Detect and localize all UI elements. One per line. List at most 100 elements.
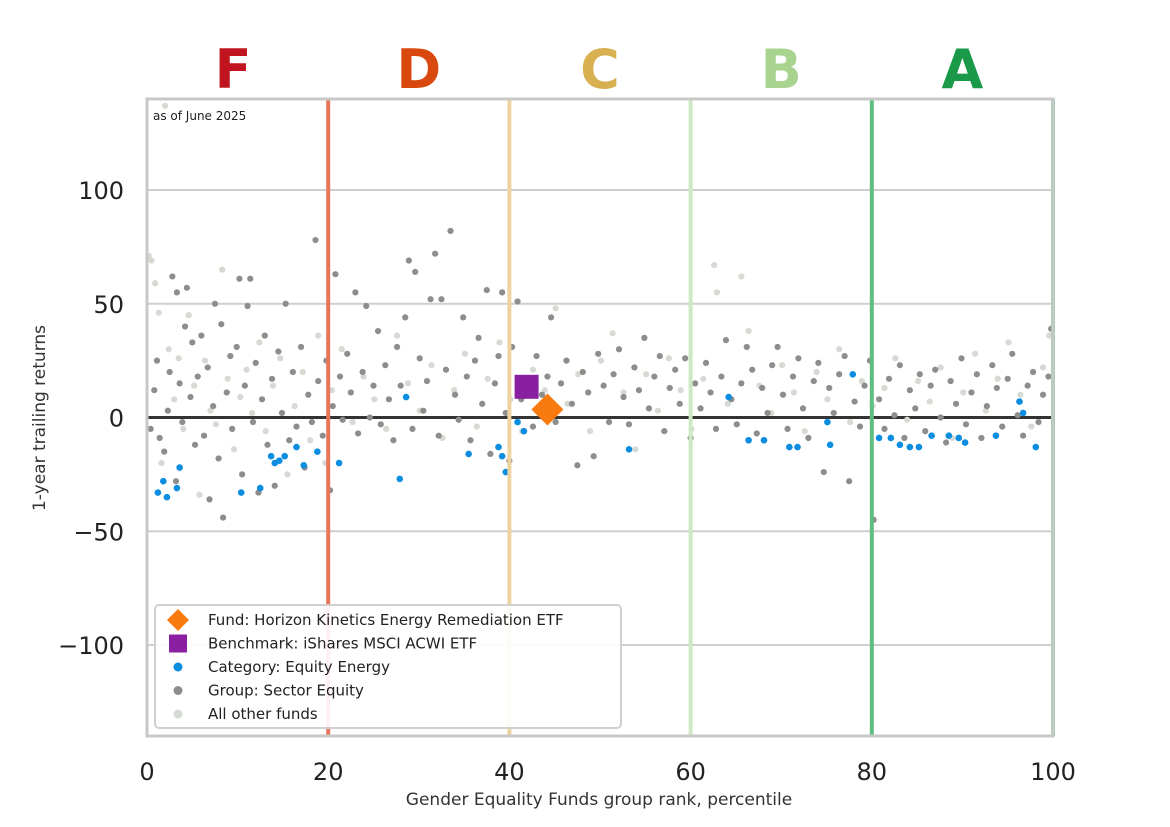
group-point-54 <box>312 236 319 244</box>
legend-marker-fund <box>167 609 189 631</box>
group-point-167 <box>820 469 827 476</box>
all-other-funds-point-58 <box>620 389 627 396</box>
x-tick-label-60: 60 <box>675 758 706 786</box>
group-point-174 <box>856 423 864 430</box>
group-point-67 <box>359 368 366 376</box>
group-point-172 <box>846 478 853 485</box>
group-point-110 <box>529 423 537 430</box>
group-point-56 <box>319 432 326 439</box>
group-point-142 <box>692 380 699 387</box>
group-point-66 <box>354 430 362 437</box>
group-point-70 <box>370 382 377 389</box>
group-point-36 <box>249 418 257 426</box>
group-point-190 <box>937 414 944 421</box>
group-point-63 <box>344 350 351 357</box>
group-point-128 <box>620 393 627 401</box>
all-other-funds-point-18 <box>230 446 238 453</box>
group-point-75 <box>390 437 397 444</box>
all-other-funds-point-70 <box>745 327 752 335</box>
group-point-185 <box>912 405 919 412</box>
category-point-10 <box>281 452 289 460</box>
group-point-182 <box>896 362 903 369</box>
all-other-funds-point-41 <box>428 362 435 369</box>
group-point-146 <box>712 425 720 432</box>
all-other-funds-point-95 <box>1028 423 1035 430</box>
group-point-55 <box>315 378 322 385</box>
group-point-129 <box>625 421 633 428</box>
category-point-19 <box>498 452 506 460</box>
group-point-24 <box>215 455 222 462</box>
group-point-173 <box>851 398 858 405</box>
group-point-77 <box>397 382 404 389</box>
group-point-8 <box>172 478 180 485</box>
all-other-funds-point-5 <box>162 102 169 109</box>
all-other-funds-point-62 <box>665 355 672 362</box>
group-point-179 <box>881 425 888 432</box>
category-point-18 <box>495 443 502 451</box>
all-other-funds-point-66 <box>711 261 718 269</box>
category-point-7 <box>267 452 275 460</box>
group-point-89 <box>442 366 450 373</box>
group-point-44 <box>275 348 282 355</box>
group-point-135 <box>656 352 663 360</box>
category-point-42 <box>1016 398 1023 405</box>
group-point-30 <box>233 343 240 351</box>
x-axis-label: Gender Equality Funds group rank, percen… <box>406 790 792 810</box>
all-other-funds-point-4 <box>158 459 165 467</box>
group-point-161 <box>789 373 797 380</box>
group-point-204 <box>1009 350 1016 357</box>
all-other-funds-point-83 <box>892 355 899 362</box>
all-other-funds-point-39 <box>404 380 412 387</box>
group-point-124 <box>600 382 607 389</box>
all-other-funds-point-55 <box>586 428 594 435</box>
group-point-64 <box>347 389 354 396</box>
group-point-175 <box>861 382 868 389</box>
all-other-funds-point-67 <box>713 289 720 296</box>
group-point-94 <box>463 373 470 380</box>
category-point-11 <box>293 443 300 451</box>
group-point-144 <box>702 359 710 366</box>
group-point-148 <box>722 337 730 344</box>
all-other-funds-point-20 <box>243 366 250 373</box>
group-point-114 <box>547 314 555 321</box>
all-other-funds-point-96 <box>1039 364 1047 371</box>
group-point-22 <box>210 403 217 410</box>
category-point-23 <box>625 446 633 453</box>
group-point-156 <box>764 409 771 417</box>
group-point-68 <box>363 302 370 310</box>
all-other-funds-point-60 <box>643 371 650 378</box>
tick-labels: 0 20 40 60 80 100 −100 −50 0 50 100 <box>58 177 1076 786</box>
all-other-funds-point-94 <box>1017 391 1024 398</box>
category-point-5 <box>237 489 245 496</box>
group-point-80 <box>409 425 416 432</box>
group-point-178 <box>875 396 883 403</box>
all-other-funds-point-93 <box>1005 339 1012 346</box>
group-point-207 <box>1024 382 1031 389</box>
group-point-130 <box>631 364 638 371</box>
x-tick-label-80: 80 <box>857 758 888 786</box>
all-other-funds-point-16 <box>219 266 226 273</box>
all-other-funds-point-10 <box>185 312 192 319</box>
group-point-117 <box>563 357 570 364</box>
legend-label-fund: Fund: Horizon Kinetics Energy Remediatio… <box>208 611 564 629</box>
group-point-192 <box>947 378 954 385</box>
group-point-134 <box>651 373 658 380</box>
legend-marker-all-other-funds <box>173 709 183 719</box>
group-point-113 <box>544 373 551 380</box>
category-point-2 <box>163 493 171 501</box>
all-other-funds-point-21 <box>248 409 256 417</box>
all-other-funds-point-97 <box>1046 332 1053 339</box>
legend-label-benchmark: Benchmark: iShares MSCI ACWI ETF <box>208 635 477 653</box>
category-point-0 <box>154 489 162 496</box>
category-point-4 <box>176 464 183 471</box>
group-point-7 <box>169 273 176 280</box>
group-point-198 <box>978 434 985 442</box>
all-other-funds-point-9 <box>180 425 187 432</box>
group-point-84 <box>423 378 431 385</box>
group-point-97 <box>475 334 482 341</box>
category-point-6 <box>256 484 264 492</box>
category-point-21 <box>514 418 521 426</box>
group-point-160 <box>784 425 791 432</box>
